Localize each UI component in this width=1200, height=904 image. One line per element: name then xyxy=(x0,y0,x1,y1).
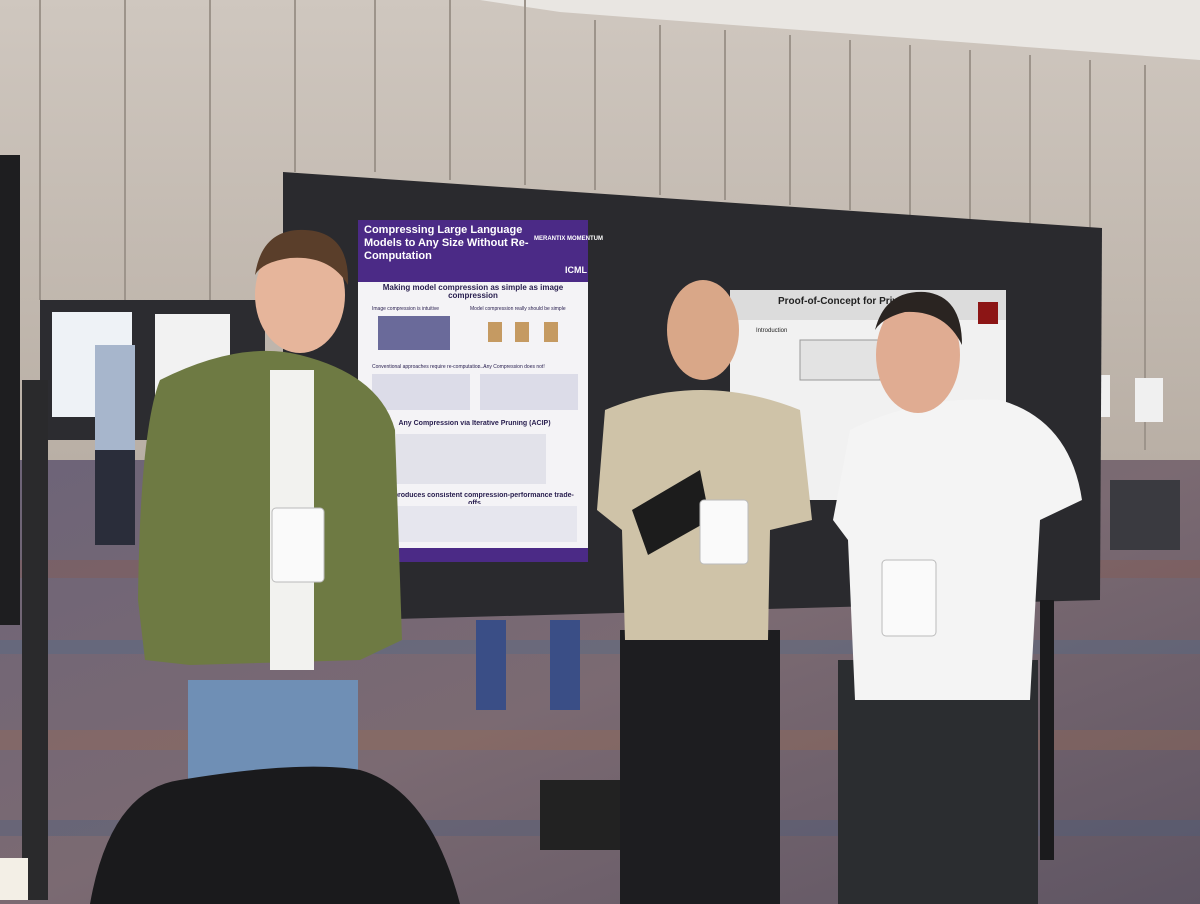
poster-title: Compressing Large Language Models to Any… xyxy=(364,224,529,262)
person xyxy=(540,280,812,904)
poster-title-box: Proof-of-Concept for Private Lo xyxy=(778,296,928,307)
poster-figure xyxy=(378,316,450,350)
poster-heading: Any Compression via Iterative Pruning (A… xyxy=(398,420,551,427)
backpack xyxy=(90,766,460,904)
logo-text: ICML xyxy=(565,265,587,275)
poster-section: Introduction xyxy=(756,328,787,334)
poster-heading: Image compression is intuitive xyxy=(372,306,439,312)
poster-header xyxy=(730,290,1006,320)
poster-heading: ... Any Compression does not! xyxy=(478,364,545,370)
poster-figure xyxy=(799,339,881,381)
left-board-edge xyxy=(0,155,20,625)
logo-text: MERANTIX MOMENTUM xyxy=(534,236,603,242)
background-person xyxy=(1110,480,1180,550)
ceiling xyxy=(480,0,1200,60)
poster-heading: ACIP produces consistent compression-per… xyxy=(375,492,574,504)
poster-figure xyxy=(372,374,470,410)
poster-title-box: Compressing Large Language Models to Any… xyxy=(364,224,529,262)
logo xyxy=(978,302,998,324)
background-poster xyxy=(1135,378,1163,422)
poster-figure xyxy=(396,434,546,484)
poster-heading: Model compression really should be simpl… xyxy=(470,306,566,312)
poster-heading: Conventional approaches require re-compu… xyxy=(372,364,486,370)
heading-box: ACIP produces consistent compression-per… xyxy=(375,492,574,504)
poster-title: Proof-of-Concept for Private Lo xyxy=(778,296,928,307)
board-stand xyxy=(22,380,48,900)
poster-header xyxy=(358,220,588,282)
heading-box: Making model compression as simple as im… xyxy=(382,284,564,300)
poster-heading: Making model compression as simple as im… xyxy=(382,284,564,300)
poster-figure xyxy=(372,506,577,542)
board-leg xyxy=(1040,600,1054,860)
cup xyxy=(0,858,28,900)
background-person xyxy=(95,345,135,455)
background-person xyxy=(95,450,135,545)
heading-box: Any Compression via Iterative Pruning (A… xyxy=(398,420,551,427)
background-person xyxy=(550,620,580,710)
background-person xyxy=(476,620,506,710)
poster-footer xyxy=(358,548,588,562)
poster-figure xyxy=(488,322,558,342)
person xyxy=(833,291,1082,904)
poster-figure xyxy=(480,374,578,410)
